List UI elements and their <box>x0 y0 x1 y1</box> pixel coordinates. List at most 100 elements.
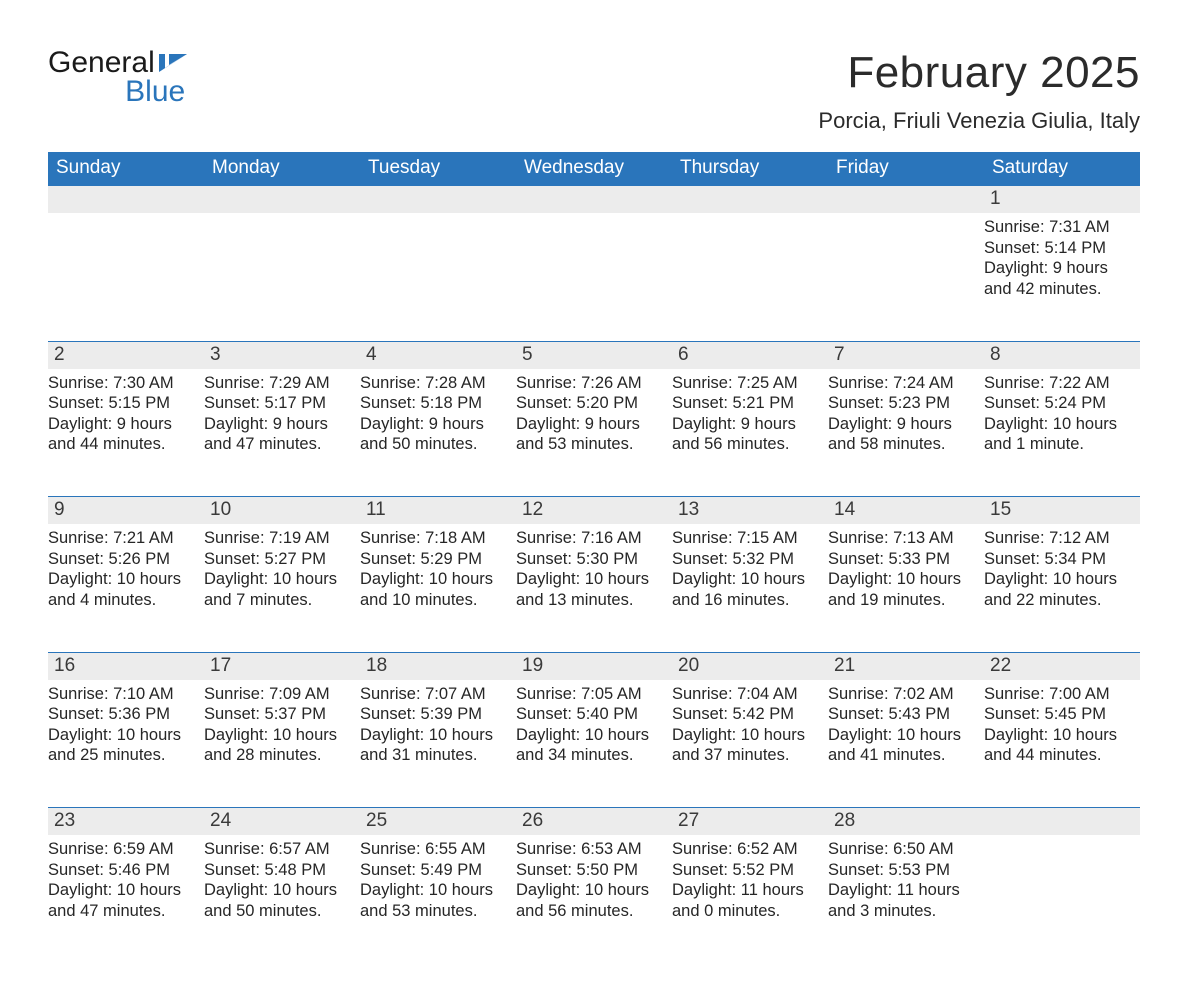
day-cell: Sunrise: 7:15 AMSunset: 5:32 PMDaylight:… <box>672 524 828 652</box>
day-number-cell <box>672 186 828 214</box>
daylight-label: Daylight: <box>672 415 741 433</box>
day-cell: Sunrise: 7:09 AMSunset: 5:37 PMDaylight:… <box>204 680 360 808</box>
daylight-label: Daylight: <box>48 881 117 899</box>
sunrise-label: Sunrise: <box>828 840 893 858</box>
sunset-line: Sunset: 5:50 PM <box>516 860 664 881</box>
day-cell: Sunrise: 7:28 AMSunset: 5:18 PMDaylight:… <box>360 369 516 497</box>
sunrise-label: Sunrise: <box>204 840 269 858</box>
day-number-cell: 23 <box>48 808 204 836</box>
day-details: Sunrise: 7:12 AMSunset: 5:34 PMDaylight:… <box>984 524 1134 611</box>
day-details: Sunrise: 6:59 AMSunset: 5:46 PMDaylight:… <box>48 835 198 922</box>
weekday-header: Thursday <box>672 152 828 186</box>
logo-word-2: Blue <box>48 75 185 109</box>
daylight-line: Daylight: 9 hours and 42 minutes. <box>984 258 1132 299</box>
daylight-label: Daylight: <box>516 415 585 433</box>
day-details: Sunrise: 7:29 AMSunset: 5:17 PMDaylight:… <box>204 369 354 456</box>
day-cell: Sunrise: 6:55 AMSunset: 5:49 PMDaylight:… <box>360 835 516 963</box>
weekday-header: Friday <box>828 152 984 186</box>
sunrise-line: Sunrise: 7:02 AM <box>828 684 976 705</box>
daylight-line: Daylight: 9 hours and 58 minutes. <box>828 414 976 455</box>
day-cell: Sunrise: 7:18 AMSunset: 5:29 PMDaylight:… <box>360 524 516 652</box>
sunset-line: Sunset: 5:14 PM <box>984 238 1132 259</box>
daylight-label: Daylight: <box>828 570 897 588</box>
sunset-line: Sunset: 5:42 PM <box>672 704 820 725</box>
daylight-line: Daylight: 10 hours and 28 minutes. <box>204 725 352 766</box>
day-number-row: 1 <box>48 186 1140 214</box>
sunrise-line: Sunrise: 7:26 AM <box>516 373 664 394</box>
sunrise-line: Sunrise: 7:13 AM <box>828 528 976 549</box>
sunrise-label: Sunrise: <box>204 529 269 547</box>
sunset-value: 5:40 PM <box>577 705 638 723</box>
sunrise-label: Sunrise: <box>984 374 1049 392</box>
sunset-label: Sunset: <box>672 861 733 879</box>
sunset-line: Sunset: 5:17 PM <box>204 393 352 414</box>
sunrise-value: 7:28 AM <box>425 374 486 392</box>
sunset-value: 5:30 PM <box>577 550 638 568</box>
sunset-value: 5:36 PM <box>109 705 170 723</box>
day-cell: Sunrise: 7:00 AMSunset: 5:45 PMDaylight:… <box>984 680 1140 808</box>
sunrise-label: Sunrise: <box>672 840 737 858</box>
title-block: February 2025 Porcia, Friuli Venezia Giu… <box>818 48 1140 134</box>
sunset-line: Sunset: 5:34 PM <box>984 549 1132 570</box>
sunrise-label: Sunrise: <box>48 529 113 547</box>
sunset-label: Sunset: <box>984 394 1045 412</box>
sunset-label: Sunset: <box>204 705 265 723</box>
day-details: Sunrise: 7:30 AMSunset: 5:15 PMDaylight:… <box>48 369 198 456</box>
daylight-label: Daylight: <box>672 570 741 588</box>
sunrise-line: Sunrise: 6:52 AM <box>672 839 820 860</box>
sunrise-label: Sunrise: <box>360 529 425 547</box>
sunrise-label: Sunrise: <box>672 685 737 703</box>
day-number-cell: 19 <box>516 652 672 680</box>
sunset-label: Sunset: <box>984 239 1045 257</box>
sunrise-value: 6:53 AM <box>581 840 642 858</box>
day-number-cell <box>204 186 360 214</box>
sunset-value: 5:39 PM <box>421 705 482 723</box>
sunrise-label: Sunrise: <box>48 840 113 858</box>
daylight-label: Daylight: <box>516 570 585 588</box>
day-cell <box>48 213 204 341</box>
sunrise-value: 6:50 AM <box>893 840 954 858</box>
day-details: Sunrise: 7:28 AMSunset: 5:18 PMDaylight:… <box>360 369 510 456</box>
day-details: Sunrise: 7:05 AMSunset: 5:40 PMDaylight:… <box>516 680 666 767</box>
day-content-row: Sunrise: 7:30 AMSunset: 5:15 PMDaylight:… <box>48 369 1140 497</box>
sunset-line: Sunset: 5:33 PM <box>828 549 976 570</box>
daylight-line: Daylight: 11 hours and 0 minutes. <box>672 880 820 921</box>
daylight-line: Daylight: 10 hours and 25 minutes. <box>48 725 196 766</box>
sunset-value: 5:17 PM <box>265 394 326 412</box>
sunset-line: Sunset: 5:21 PM <box>672 393 820 414</box>
sunrise-label: Sunrise: <box>516 374 581 392</box>
sunset-value: 5:29 PM <box>421 550 482 568</box>
sunrise-value: 7:29 AM <box>269 374 330 392</box>
day-details: Sunrise: 7:19 AMSunset: 5:27 PMDaylight:… <box>204 524 354 611</box>
day-details: Sunrise: 6:52 AMSunset: 5:52 PMDaylight:… <box>672 835 822 922</box>
sunrise-value: 7:21 AM <box>113 529 174 547</box>
sunrise-value: 7:18 AM <box>425 529 486 547</box>
sunrise-line: Sunrise: 7:00 AM <box>984 684 1132 705</box>
day-number-cell: 7 <box>828 341 984 369</box>
sunrise-value: 6:59 AM <box>113 840 174 858</box>
daylight-line: Daylight: 10 hours and 10 minutes. <box>360 569 508 610</box>
day-number-cell: 25 <box>360 808 516 836</box>
day-details: Sunrise: 7:25 AMSunset: 5:21 PMDaylight:… <box>672 369 822 456</box>
sunrise-line: Sunrise: 7:28 AM <box>360 373 508 394</box>
sunrise-line: Sunrise: 7:29 AM <box>204 373 352 394</box>
sunrise-label: Sunrise: <box>516 529 581 547</box>
day-number-cell: 11 <box>360 497 516 525</box>
daylight-label: Daylight: <box>204 570 273 588</box>
day-cell: Sunrise: 7:19 AMSunset: 5:27 PMDaylight:… <box>204 524 360 652</box>
day-content-row: Sunrise: 7:10 AMSunset: 5:36 PMDaylight:… <box>48 680 1140 808</box>
daylight-line: Daylight: 10 hours and 4 minutes. <box>48 569 196 610</box>
day-number-cell: 17 <box>204 652 360 680</box>
day-details: Sunrise: 7:22 AMSunset: 5:24 PMDaylight:… <box>984 369 1134 456</box>
sunrise-value: 7:09 AM <box>269 685 330 703</box>
sunset-value: 5:42 PM <box>733 705 794 723</box>
day-number-cell: 5 <box>516 341 672 369</box>
daylight-label: Daylight: <box>984 726 1053 744</box>
day-cell <box>204 213 360 341</box>
daylight-label: Daylight: <box>48 570 117 588</box>
logo: General Blue <box>48 48 187 109</box>
sunrise-label: Sunrise: <box>516 840 581 858</box>
sunset-line: Sunset: 5:43 PM <box>828 704 976 725</box>
sunset-label: Sunset: <box>204 394 265 412</box>
day-cell: Sunrise: 7:04 AMSunset: 5:42 PMDaylight:… <box>672 680 828 808</box>
